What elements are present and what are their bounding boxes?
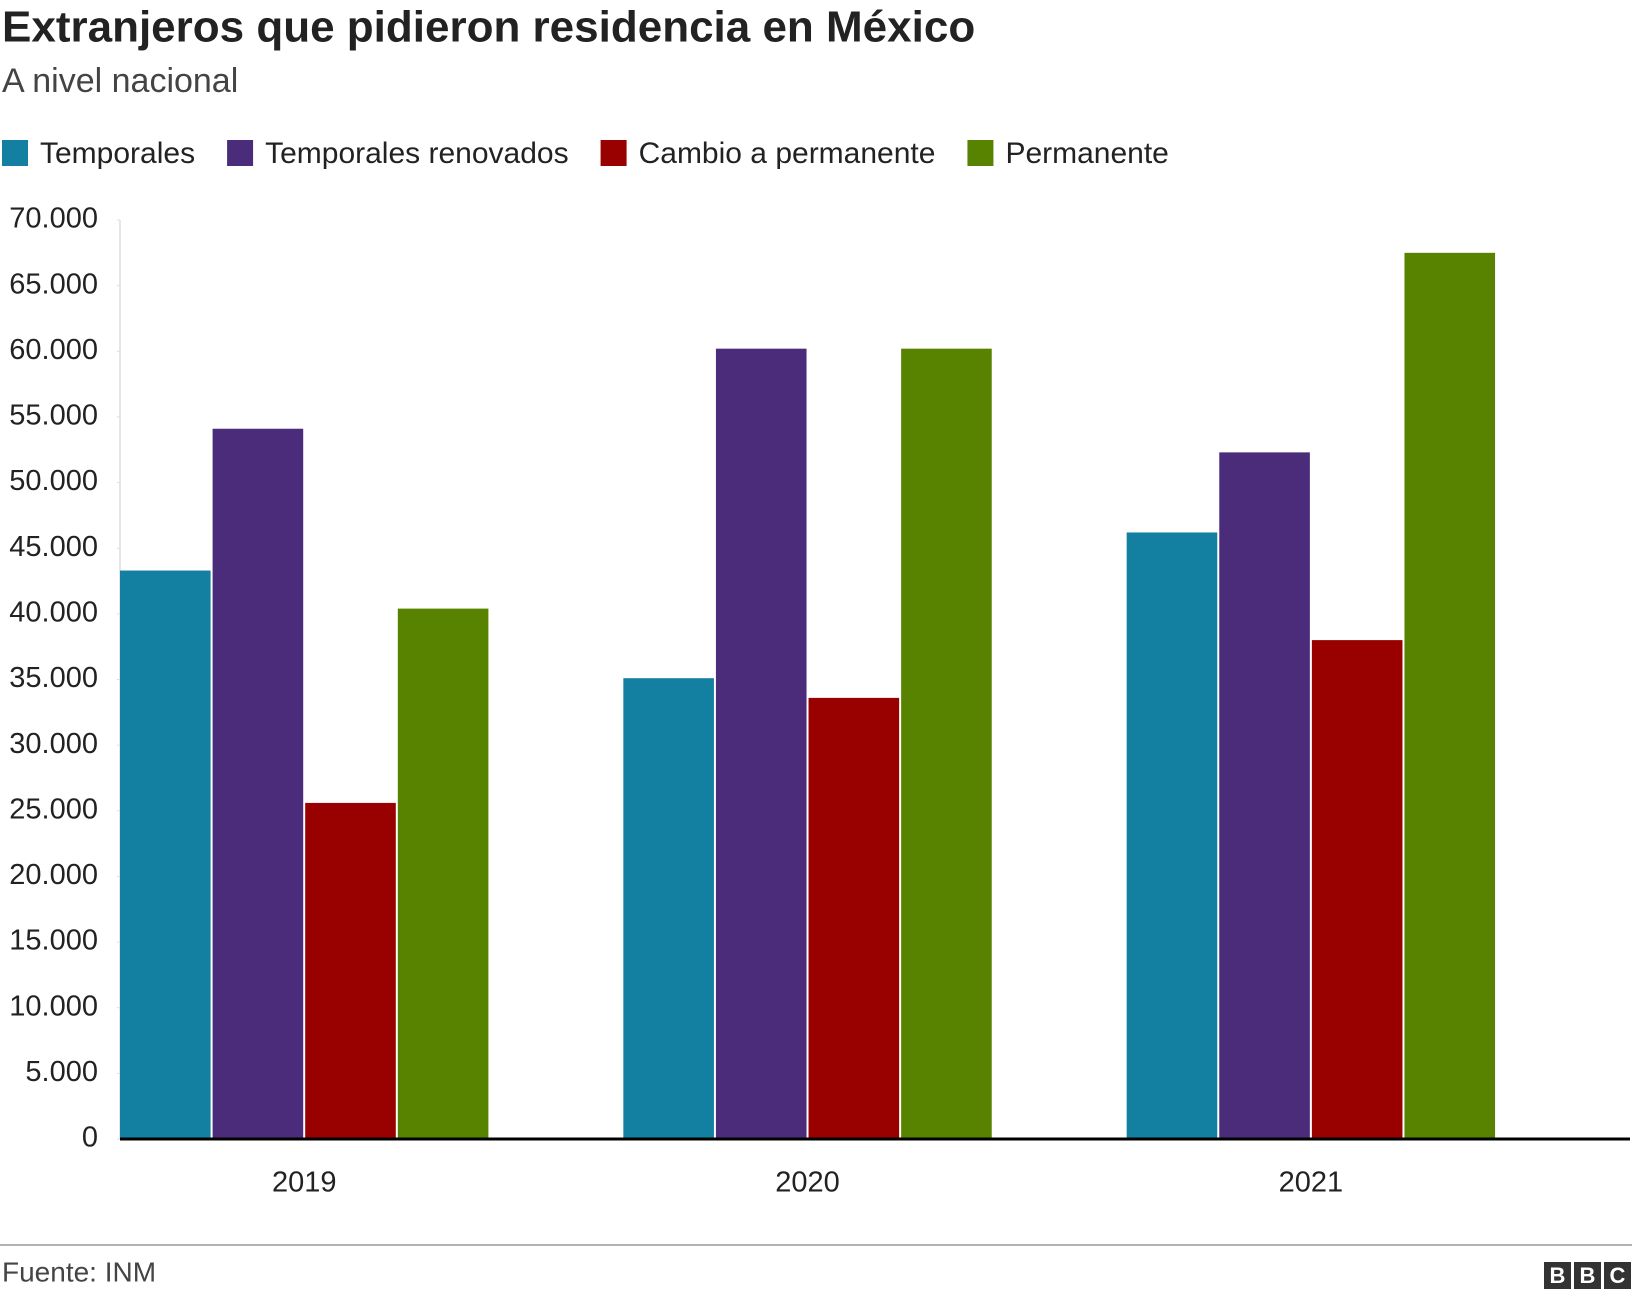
y-tick-label: 10.000 xyxy=(9,990,98,1022)
x-tick-label: 2020 xyxy=(775,1167,840,1199)
legend-label: Cambio a permanente xyxy=(639,137,936,170)
bar xyxy=(305,802,396,1139)
legend-swatch xyxy=(2,140,28,166)
y-tick-label: 45.000 xyxy=(9,531,98,563)
y-tick-label: 55.000 xyxy=(9,400,98,432)
logo-letter: B xyxy=(1550,1263,1566,1288)
y-tick-label: 60.000 xyxy=(9,334,98,366)
y-tick-label: 65.000 xyxy=(9,268,98,300)
logo-box xyxy=(1544,1262,1571,1289)
chart-subtitle: A nivel nacional xyxy=(2,62,238,100)
y-tick-label: 30.000 xyxy=(9,728,98,760)
y-tick-label: 15.000 xyxy=(9,925,98,957)
bar xyxy=(901,348,992,1139)
y-tick-label: 25.000 xyxy=(9,793,98,825)
x-tick-label: 2021 xyxy=(1279,1167,1344,1199)
bar xyxy=(1126,532,1218,1139)
y-tick-label: 5.000 xyxy=(25,1056,98,1088)
y-tick-label: 0 xyxy=(82,1122,98,1154)
bar xyxy=(397,608,489,1139)
bar xyxy=(120,570,211,1139)
bar xyxy=(1404,252,1496,1140)
bar xyxy=(1311,640,1403,1139)
chart-title: Extranjeros que pidieron residencia en M… xyxy=(2,3,975,52)
logo-box xyxy=(1604,1262,1631,1289)
source: Fuente: INM xyxy=(2,1256,156,1287)
legend-label: Temporales xyxy=(40,137,195,170)
y-tick-label: 40.000 xyxy=(9,597,98,629)
legend-label: Permanente xyxy=(1005,137,1168,170)
bar xyxy=(1219,452,1310,1139)
y-tick-label: 20.000 xyxy=(9,859,98,891)
bar xyxy=(808,697,900,1139)
y-tick-label: 50.000 xyxy=(9,465,98,497)
bar xyxy=(212,428,304,1140)
y-tick-label: 70.000 xyxy=(9,203,98,235)
bar xyxy=(623,678,714,1139)
logo-letter: B xyxy=(1580,1263,1596,1288)
y-tick-label: 35.000 xyxy=(9,662,98,694)
logo-box xyxy=(1574,1262,1601,1289)
x-tick-label: 2019 xyxy=(272,1167,337,1199)
logo-letter: C xyxy=(1610,1263,1626,1288)
legend-swatch xyxy=(227,140,254,166)
legend-swatch xyxy=(967,140,994,166)
legend-label: Temporales renovados xyxy=(265,137,569,170)
bar xyxy=(715,348,807,1139)
legend-swatch xyxy=(600,140,627,166)
